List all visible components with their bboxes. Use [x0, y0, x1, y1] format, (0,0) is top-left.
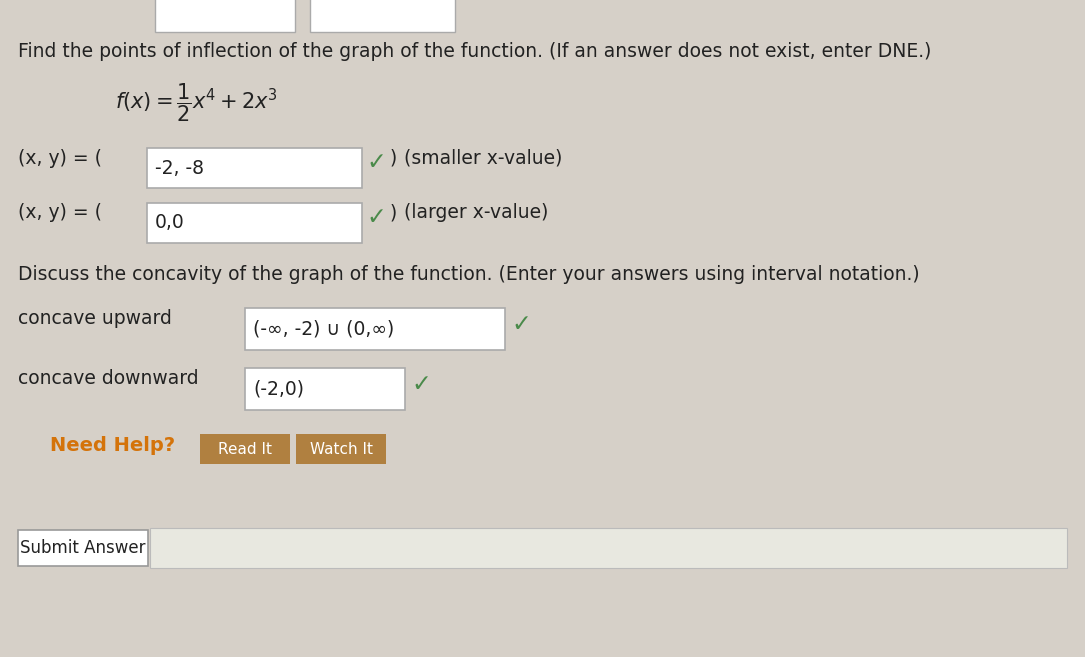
Text: concave downward: concave downward — [18, 369, 199, 388]
Text: Submit Answer: Submit Answer — [21, 539, 145, 557]
Text: 0,0: 0,0 — [155, 214, 184, 233]
Text: ✓: ✓ — [511, 312, 531, 336]
Text: (-∞, -2) ∪ (0,∞): (-∞, -2) ∪ (0,∞) — [253, 319, 394, 338]
Bar — [200, 434, 290, 464]
Bar — [146, 148, 362, 188]
Text: Need Help?: Need Help? — [50, 436, 175, 455]
Text: Find the points of inflection of the graph of the function. (If an answer does n: Find the points of inflection of the gra… — [18, 42, 931, 61]
Text: ): ) — [390, 148, 397, 168]
Text: ✓: ✓ — [366, 150, 386, 174]
Bar — [245, 308, 505, 350]
Text: concave upward: concave upward — [18, 309, 171, 327]
Bar — [245, 368, 405, 410]
Text: Watch It: Watch It — [309, 442, 372, 457]
Bar — [146, 203, 362, 243]
Text: Discuss the concavity of the graph of the function. (Enter your answers using in: Discuss the concavity of the graph of th… — [18, 265, 920, 284]
Bar — [296, 434, 386, 464]
Text: $f(x) = \dfrac{1}{2}x^4 + 2x^3$: $f(x) = \dfrac{1}{2}x^4 + 2x^3$ — [115, 81, 278, 124]
Text: (smaller x-value): (smaller x-value) — [404, 148, 562, 168]
Bar — [18, 530, 148, 566]
Bar — [155, 0, 295, 32]
Text: -2, -8: -2, -8 — [155, 158, 204, 177]
Text: ✓: ✓ — [411, 372, 431, 396]
Text: (x, y) = (: (x, y) = ( — [18, 148, 102, 168]
Text: ✓: ✓ — [366, 205, 386, 229]
Text: (x, y) = (: (x, y) = ( — [18, 204, 102, 223]
Text: (larger x-value): (larger x-value) — [404, 204, 548, 223]
Bar — [310, 0, 455, 32]
Text: (-2,0): (-2,0) — [253, 380, 304, 399]
Text: Read It: Read It — [218, 442, 272, 457]
Text: ): ) — [390, 204, 397, 223]
Bar — [150, 528, 1067, 568]
